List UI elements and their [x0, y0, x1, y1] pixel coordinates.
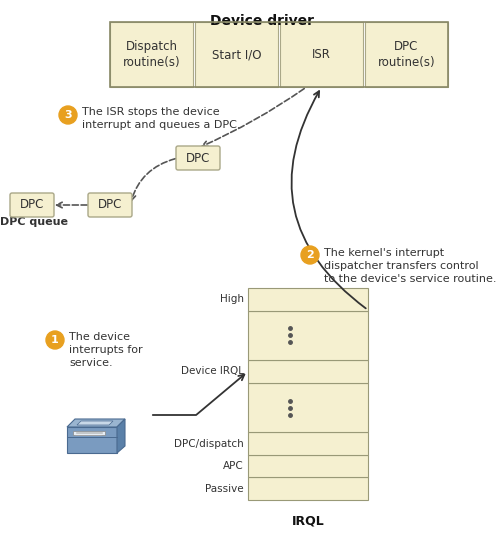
FancyBboxPatch shape [248, 360, 368, 383]
FancyBboxPatch shape [248, 478, 368, 500]
Text: IRQL: IRQL [292, 514, 324, 527]
Text: DPC
routine(s): DPC routine(s) [378, 40, 436, 69]
Text: DPC/dispatch: DPC/dispatch [174, 439, 244, 449]
Text: The kernel's interrupt
dispatcher transfers control
to the device's service rout: The kernel's interrupt dispatcher transf… [324, 248, 496, 284]
Circle shape [59, 106, 77, 124]
FancyBboxPatch shape [248, 311, 368, 360]
Polygon shape [73, 431, 105, 435]
Text: The ISR stops the device
interrupt and queues a DPC.: The ISR stops the device interrupt and q… [82, 107, 240, 130]
Text: 2: 2 [306, 250, 314, 260]
Polygon shape [67, 419, 125, 427]
Text: DPC: DPC [20, 199, 44, 212]
Text: High: High [220, 294, 244, 304]
FancyBboxPatch shape [365, 22, 448, 87]
Text: DPC queue: DPC queue [0, 217, 68, 227]
Text: The device
interrupts for
service.: The device interrupts for service. [69, 332, 142, 368]
FancyBboxPatch shape [176, 146, 220, 170]
Text: Device driver: Device driver [210, 14, 314, 28]
FancyBboxPatch shape [248, 455, 368, 478]
FancyBboxPatch shape [280, 22, 363, 87]
FancyBboxPatch shape [195, 22, 278, 87]
Polygon shape [67, 427, 117, 453]
FancyBboxPatch shape [10, 193, 54, 217]
FancyBboxPatch shape [88, 193, 132, 217]
Text: Dispatch
routine(s): Dispatch routine(s) [122, 40, 180, 69]
Text: 3: 3 [64, 110, 72, 120]
Text: Passive: Passive [206, 484, 244, 494]
Text: APC: APC [223, 461, 244, 471]
FancyBboxPatch shape [248, 383, 368, 432]
Text: DPC: DPC [98, 199, 122, 212]
FancyBboxPatch shape [248, 432, 368, 455]
Text: ISR: ISR [312, 48, 331, 61]
Text: DPC: DPC [186, 152, 210, 165]
Circle shape [46, 331, 64, 349]
Text: Start I/O: Start I/O [212, 48, 261, 61]
Text: 1: 1 [51, 335, 59, 345]
FancyBboxPatch shape [248, 288, 368, 311]
Polygon shape [117, 419, 125, 453]
FancyBboxPatch shape [110, 22, 193, 87]
Circle shape [301, 246, 319, 264]
Text: Device IRQL: Device IRQL [181, 366, 244, 376]
Polygon shape [77, 421, 113, 425]
